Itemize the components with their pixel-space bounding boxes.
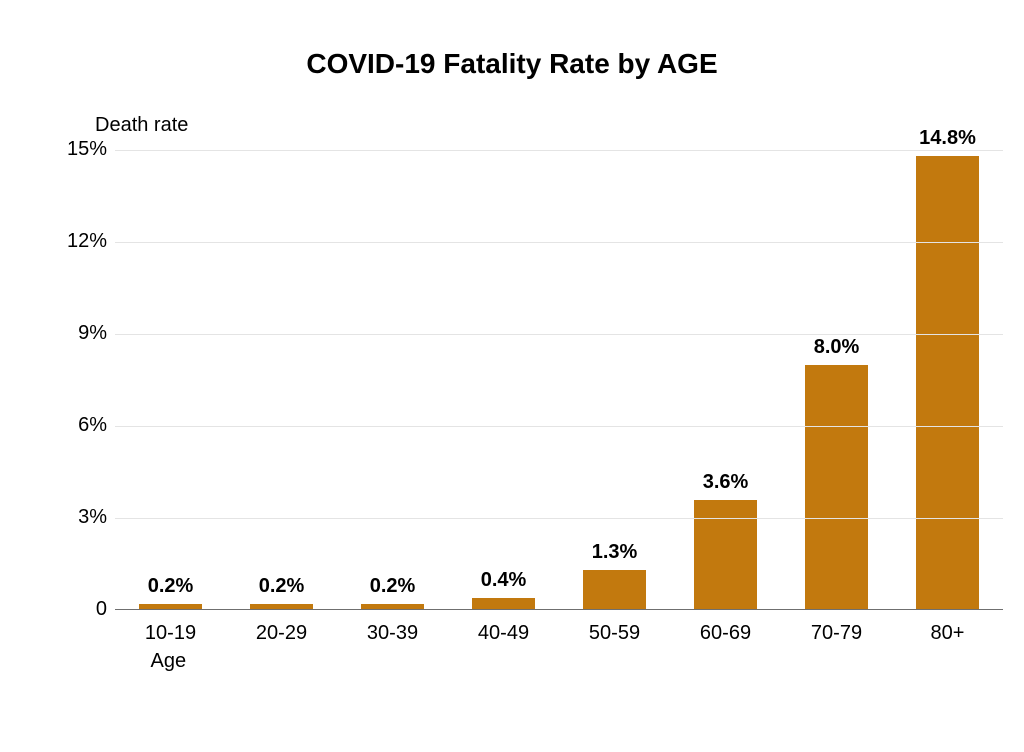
bar-slot: 8.0% <box>781 150 892 610</box>
bar-value-label: 1.3% <box>559 541 670 564</box>
gridline <box>115 426 1003 427</box>
bar-slot: 14.8% <box>892 150 1003 610</box>
bar-value-label: 3.6% <box>670 471 781 494</box>
y-axis-title: Death rate <box>95 114 188 137</box>
x-tick-label: 30-39 <box>337 622 448 645</box>
bar-value-label: 0.2% <box>226 575 337 598</box>
bar-value-label: 0.4% <box>448 569 559 592</box>
x-tick-label: 80+ <box>892 622 1003 645</box>
x-tick-label: 70-79 <box>781 622 892 645</box>
bar-value-label: 0.2% <box>115 575 226 598</box>
y-tick-label: 3% <box>37 506 107 529</box>
y-tick-label: 15% <box>37 138 107 161</box>
bar <box>916 156 978 610</box>
x-tick-label: 20-29 <box>226 622 337 645</box>
x-tick-label: 60-69 <box>670 622 781 645</box>
bar <box>805 365 867 610</box>
y-tick-label: 6% <box>37 414 107 437</box>
bar <box>694 500 756 610</box>
x-tick-label: 10-19 <box>115 622 226 645</box>
x-axis-title: Age <box>151 650 187 673</box>
y-tick-label: 0 <box>37 598 107 621</box>
bar-value-label: 14.8% <box>892 127 1003 150</box>
bars-group: 0.2%0.2%0.2%0.4%1.3%3.6%8.0%14.8% <box>115 150 1003 610</box>
bar-slot: 0.4% <box>448 150 559 610</box>
bar-slot: 3.6% <box>670 150 781 610</box>
x-tick-label: 50-59 <box>559 622 670 645</box>
gridline <box>115 518 1003 519</box>
bar-value-label: 0.2% <box>337 575 448 598</box>
gridline <box>115 150 1003 151</box>
bar <box>583 570 645 610</box>
gridline <box>115 242 1003 243</box>
bar-value-label: 8.0% <box>781 336 892 359</box>
bar-slot: 0.2% <box>337 150 448 610</box>
x-tick-label: 40-49 <box>448 622 559 645</box>
y-tick-label: 9% <box>37 322 107 345</box>
x-axis-baseline <box>115 609 1003 610</box>
chart-container: COVID-19 Fatality Rate by AGE Death rate… <box>0 0 1024 752</box>
bar-slot: 0.2% <box>115 150 226 610</box>
chart-title: COVID-19 Fatality Rate by AGE <box>0 48 1024 80</box>
bar-slot: 0.2% <box>226 150 337 610</box>
gridline <box>115 334 1003 335</box>
y-tick-label: 12% <box>37 230 107 253</box>
plot-area: 0.2%0.2%0.2%0.4%1.3%3.6%8.0%14.8% <box>115 150 1003 610</box>
bar-slot: 1.3% <box>559 150 670 610</box>
